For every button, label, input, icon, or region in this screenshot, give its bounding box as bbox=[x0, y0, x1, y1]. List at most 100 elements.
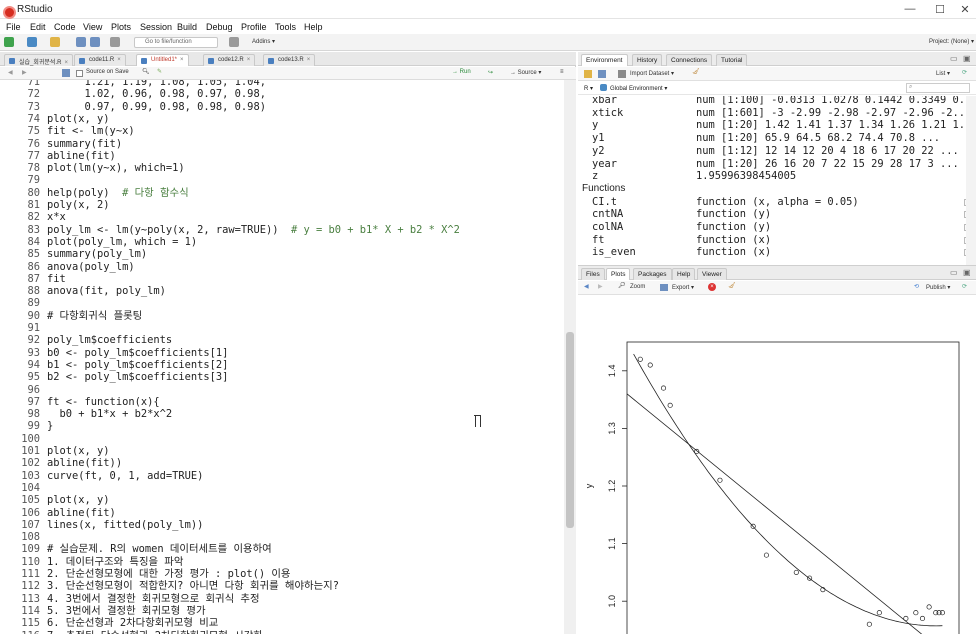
code-line[interactable]: 101 plot(x, y) bbox=[0, 445, 564, 457]
tab-file-3[interactable]: Untitled1* × bbox=[136, 54, 189, 66]
project-menu[interactable]: Project: (None) ▾ bbox=[928, 39, 974, 45]
open-file-icon[interactable] bbox=[50, 37, 60, 47]
code-line[interactable]: 114 5. 3번에서 결정한 회귀모형 평가 bbox=[0, 605, 564, 617]
goto-file-input[interactable]: Go to file/function bbox=[134, 37, 218, 48]
workspace-panes-icon[interactable] bbox=[229, 37, 239, 47]
new-file-icon[interactable] bbox=[4, 37, 14, 47]
code-line[interactable]: 104 bbox=[0, 482, 564, 494]
code-line[interactable]: 87 fit bbox=[0, 273, 564, 285]
remove-plot-icon[interactable]: × bbox=[708, 283, 716, 291]
zoom-button[interactable]: Zoom bbox=[630, 284, 646, 290]
code-line[interactable]: 95 b2 <- poly_lm$coefficients[3] bbox=[0, 371, 564, 383]
maximize-pane-icon[interactable]: ▣ bbox=[963, 54, 971, 63]
tab-packages[interactable]: Packages bbox=[633, 268, 672, 280]
publish-button[interactable]: Publish ▾ bbox=[926, 285, 951, 291]
rerun-icon[interactable]: ↪ bbox=[488, 70, 494, 76]
menu-help[interactable]: Help bbox=[304, 22, 323, 32]
code-line[interactable]: 94 b1 <- poly_lm$coefficients[2] bbox=[0, 359, 564, 371]
code-line[interactable]: 93 b0 <- poly_lm$coefficients[1] bbox=[0, 347, 564, 359]
code-line[interactable]: 115 6. 단순선형과 2차다항회귀모형 비교 bbox=[0, 617, 564, 629]
tab-connections[interactable]: Connections bbox=[666, 54, 713, 66]
menu-plots[interactable]: Plots bbox=[111, 22, 132, 32]
env-function-row[interactable]: CI.t function (x, alpha = 0.05) bbox=[578, 196, 976, 209]
search-icon[interactable]: 🔍︎ bbox=[142, 69, 150, 75]
save-file-icon[interactable] bbox=[62, 69, 70, 77]
refresh-icon[interactable]: ⟳ bbox=[962, 70, 968, 76]
menu-view[interactable]: View bbox=[83, 22, 103, 32]
editor-scrollbar[interactable] bbox=[564, 80, 576, 634]
code-line[interactable]: 110 1. 데이터구조와 특징을 파악 bbox=[0, 556, 564, 568]
code-line[interactable]: 86 anova(poly_lm) bbox=[0, 261, 564, 273]
previous-plot-icon[interactable]: ◀ bbox=[584, 284, 589, 290]
env-value-row[interactable]: y2 num [1:12] 12 14 12 20 4 18 6 17 20 22… bbox=[578, 145, 976, 158]
run-button[interactable]: → Run bbox=[452, 69, 471, 75]
env-value-row[interactable]: z 1.95996398454005 bbox=[578, 170, 976, 183]
env-value-row[interactable]: year num [1:20] 26 16 20 7 22 15 29 28 17… bbox=[578, 158, 976, 171]
code-area[interactable]: 71 1.21, 1.19, 1.08, 1.05, 1.04, 72 1.02,… bbox=[0, 80, 564, 634]
r-language-dropdown[interactable]: R ▾ bbox=[584, 86, 594, 92]
code-line[interactable]: 91 bbox=[0, 322, 564, 334]
forward-arrow-icon[interactable]: ▶ bbox=[22, 70, 27, 76]
list-view-dropdown[interactable]: List ▾ bbox=[936, 71, 951, 77]
env-function-row[interactable]: is_even function (x) bbox=[578, 246, 976, 259]
code-line[interactable]: 72 1.02, 0.96, 0.98, 0.97, 0.98, bbox=[0, 88, 564, 100]
tab-tutorial[interactable]: Tutorial bbox=[716, 54, 748, 66]
tab-file-4[interactable]: code12.R × bbox=[203, 54, 256, 66]
env-value-row[interactable]: y num [1:20] 1.42 1.41 1.37 1.34 1.26 1.2… bbox=[578, 119, 976, 132]
print-icon[interactable] bbox=[110, 37, 120, 47]
tab-viewer[interactable]: Viewer bbox=[697, 268, 727, 280]
menu-build[interactable]: Build bbox=[177, 22, 198, 32]
broom-icon[interactable]: 🧹︎ bbox=[728, 283, 736, 289]
code-line[interactable]: 90 # 다항회귀식 플롯팅 bbox=[0, 310, 564, 322]
code-line[interactable]: 97 ft <- function(x){ bbox=[0, 396, 564, 408]
code-line[interactable]: 111 2. 단순선형모형에 대한 가정 평가 : plot() 이용 bbox=[0, 568, 564, 580]
code-line[interactable]: 88 anova(fit, poly_lm) bbox=[0, 285, 564, 297]
code-line[interactable]: 109 # 실습문제. R의 women 데이터세트를 이용하여 bbox=[0, 543, 564, 555]
env-search-input[interactable]: ⌕ bbox=[906, 83, 970, 93]
tab-file-1[interactable]: 실습_회귀분석.R × bbox=[4, 54, 73, 66]
close-tab-icon[interactable]: × bbox=[306, 57, 311, 63]
code-line[interactable]: 83 poly_lm <- lm(y~poly(x, 2, raw=TRUE)) … bbox=[0, 224, 564, 236]
new-project-icon[interactable] bbox=[27, 37, 37, 47]
code-line[interactable]: 75 fit <- lm(y~x) bbox=[0, 125, 564, 137]
code-line[interactable]: 105 plot(x, y) bbox=[0, 494, 564, 506]
broom-icon[interactable]: 🧹︎ bbox=[692, 69, 700, 75]
code-line[interactable]: 112 3. 단순선형모형이 적합한지? 아니면 다항 회귀를 해야하는지? bbox=[0, 580, 564, 592]
code-line[interactable]: 71 1.21, 1.19, 1.08, 1.05, 1.04, bbox=[0, 80, 564, 88]
code-line[interactable]: 73 0.97, 0.99, 0.98, 0.98, 0.98) bbox=[0, 101, 564, 113]
source-on-save-checkbox[interactable] bbox=[76, 70, 83, 77]
menu-file[interactable]: File bbox=[6, 22, 21, 32]
code-line[interactable]: 84 plot(poly_lm, which = 1) bbox=[0, 236, 564, 248]
code-line[interactable]: 80 help(poly) # 다항 함수식 bbox=[0, 187, 564, 199]
maximize-button[interactable]: ☐ bbox=[935, 4, 945, 16]
refresh-icon[interactable]: ⟳ bbox=[962, 284, 968, 290]
code-line[interactable]: 102 abline(fit)) bbox=[0, 457, 564, 469]
code-line[interactable]: 108 bbox=[0, 531, 564, 543]
minimize-pane-icon[interactable]: ▭ bbox=[950, 54, 958, 63]
env-function-row[interactable]: ft function (x) bbox=[578, 234, 976, 247]
export-button[interactable]: Export ▾ bbox=[672, 285, 695, 291]
tab-file-2[interactable]: code11.R × bbox=[74, 54, 126, 66]
minimize-pane-icon[interactable]: ▭ bbox=[950, 268, 958, 277]
code-line[interactable]: 96 bbox=[0, 384, 564, 396]
maximize-pane-icon[interactable]: ▣ bbox=[963, 268, 971, 277]
code-tools-icon[interactable]: ✎ bbox=[157, 69, 163, 75]
next-plot-icon[interactable]: ▶ bbox=[598, 284, 603, 290]
load-workspace-icon[interactable] bbox=[584, 70, 592, 78]
env-function-row[interactable]: cntNA function (y) bbox=[578, 208, 976, 221]
env-value-row[interactable]: xtick num [1:601] -3 -2.99 -2.98 -2.97 -2… bbox=[578, 107, 976, 120]
close-button[interactable]: ✕ bbox=[960, 4, 970, 16]
close-tab-icon[interactable]: × bbox=[117, 57, 121, 63]
code-line[interactable]: 78 plot(lm(y~x), which=1) bbox=[0, 162, 564, 174]
save-workspace-icon[interactable] bbox=[598, 70, 606, 78]
close-tab-icon[interactable]: × bbox=[64, 60, 68, 66]
scope-dropdown[interactable]: Global Environment ▾ bbox=[610, 86, 668, 92]
code-line[interactable]: 92 poly_lm$coefficients bbox=[0, 334, 564, 346]
env-value-row[interactable]: xbar num [1:100] -0.0313 1.0278 0.1442 0.… bbox=[578, 96, 976, 107]
code-line[interactable]: 100 bbox=[0, 433, 564, 445]
menu-profile[interactable]: Profile bbox=[241, 22, 267, 32]
tab-history[interactable]: History bbox=[632, 54, 663, 66]
menu-code[interactable]: Code bbox=[54, 22, 76, 32]
menu-tools[interactable]: Tools bbox=[275, 22, 297, 32]
tab-help[interactable]: Help bbox=[672, 268, 696, 280]
